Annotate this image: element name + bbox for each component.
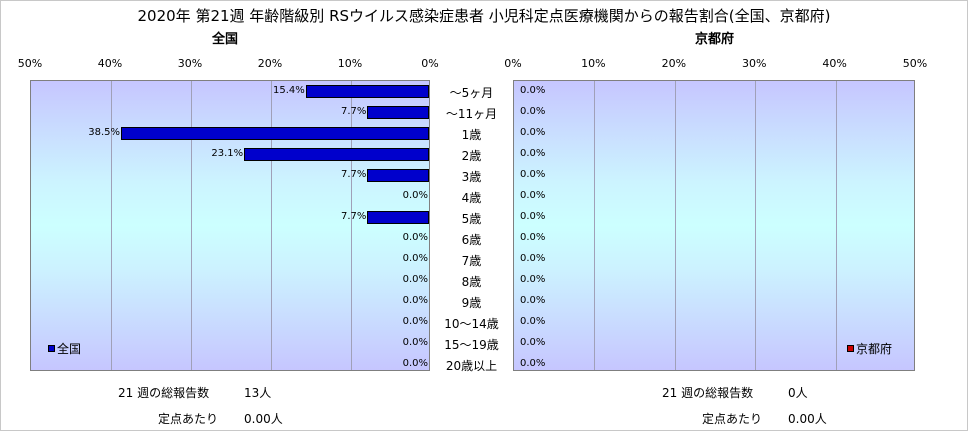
value-label-kyoto: 0.0%	[520, 231, 546, 243]
value-label-national: 7.7%	[340, 210, 367, 222]
bar-national	[305, 85, 429, 98]
x-tick-right: 10%	[581, 57, 606, 70]
value-label-national: 0.0%	[402, 252, 428, 264]
gridline-right	[674, 81, 676, 370]
category-label: 1歳	[461, 127, 482, 142]
x-tick-left: 10%	[337, 57, 363, 70]
gridline-left	[351, 81, 352, 370]
plot-area-kyoto	[513, 80, 915, 371]
footer-left-total-label: 21 週の総報告数	[118, 386, 210, 400]
value-label-national: 15.4%	[273, 84, 305, 96]
plot-area-national	[30, 80, 430, 371]
gridline-left	[191, 81, 192, 370]
gridline-right	[755, 81, 757, 370]
legend-swatch-kyoto	[847, 345, 854, 352]
value-label-kyoto: 0.0%	[520, 210, 546, 222]
gridline-right	[594, 81, 596, 370]
bar-national	[367, 169, 429, 182]
category-label: 4歳	[461, 190, 482, 205]
footer-left-total-value: 13人	[244, 386, 272, 400]
value-label-national: 38.5%	[88, 126, 120, 138]
value-label-national: 23.1%	[211, 147, 244, 159]
bar-national	[121, 127, 429, 140]
legend-label-national: 全国	[57, 342, 82, 356]
value-label-national: 0.0%	[402, 189, 428, 201]
value-label-kyoto: 0.0%	[520, 147, 546, 159]
x-tick-right: 50%	[902, 57, 928, 70]
x-tick-right: 20%	[661, 57, 687, 70]
category-label: ～11ヶ月	[445, 106, 498, 121]
value-label-national: 0.0%	[402, 315, 428, 327]
value-label-kyoto: 0.0%	[520, 105, 546, 117]
value-label-kyoto: 0.0%	[520, 126, 546, 138]
gridline-left	[111, 81, 112, 370]
bar-national	[367, 106, 429, 119]
legend-swatch-national	[48, 345, 55, 352]
gridline-left	[271, 81, 272, 370]
x-tick-left: 40%	[97, 57, 123, 70]
value-label-kyoto: 0.0%	[520, 189, 546, 201]
category-label: ～5ヶ月	[449, 85, 494, 100]
gridline-right	[835, 81, 837, 370]
value-label-kyoto: 0.0%	[520, 84, 546, 96]
x-tick-left: 0%	[421, 57, 439, 70]
footer-right-per-label: 定点あたり	[702, 412, 763, 426]
panel-title-kyoto: 京都府	[695, 32, 735, 47]
x-tick-left: 30%	[177, 57, 203, 70]
legend-national: 全国	[48, 340, 81, 357]
category-label: 7歳	[461, 253, 482, 268]
footer-left-per-label: 定点あたり	[158, 412, 219, 426]
footer-right-total-label: 21 週の総報告数	[662, 386, 754, 400]
category-label: 15～19歳	[444, 337, 499, 352]
footer-right-total-value: 0人	[788, 386, 808, 400]
value-label-national: 0.0%	[402, 336, 428, 348]
value-label-national: 0.0%	[402, 231, 428, 243]
value-label-kyoto: 0.0%	[520, 336, 546, 348]
category-label: 9歳	[461, 295, 482, 310]
footer-left-per-value: 0.00人	[244, 412, 283, 426]
category-label: 10～14歳	[444, 316, 499, 331]
panel-title-national: 全国	[212, 32, 239, 47]
value-label-kyoto: 0.0%	[520, 357, 546, 369]
category-label: 2歳	[461, 148, 482, 163]
value-label-kyoto: 0.0%	[520, 315, 546, 327]
value-label-kyoto: 0.0%	[520, 273, 546, 285]
x-tick-right: 40%	[822, 57, 847, 70]
category-label: 3歳	[461, 169, 482, 184]
category-label: 8歳	[461, 274, 482, 289]
x-tick-right: 0%	[504, 57, 522, 70]
footer-right-per-value: 0.00人	[788, 412, 827, 426]
category-label: 5歳	[461, 211, 482, 226]
x-tick-left: 50%	[17, 57, 43, 70]
category-label: 20歳以上	[445, 358, 498, 373]
value-label-kyoto: 0.0%	[520, 252, 546, 264]
bar-national	[244, 148, 429, 161]
value-label-national: 0.0%	[402, 357, 428, 369]
bar-national	[367, 211, 429, 224]
x-tick-right: 30%	[741, 57, 767, 70]
category-label: 6歳	[461, 232, 482, 247]
x-tick-left: 20%	[257, 57, 283, 70]
legend-kyoto: 京都府	[847, 340, 892, 357]
legend-label-kyoto: 京都府	[856, 342, 893, 356]
value-label-national: 7.7%	[340, 168, 367, 180]
value-label-kyoto: 0.0%	[520, 168, 546, 180]
chart-title: 2020年 第21週 年齢階級別 RSウイルス感染症患者 小児科定点医療機関から…	[137, 7, 831, 25]
value-label-kyoto: 0.0%	[520, 294, 546, 306]
value-label-national: 7.7%	[340, 105, 367, 117]
value-label-national: 0.0%	[402, 294, 428, 306]
value-label-national: 0.0%	[402, 273, 428, 285]
